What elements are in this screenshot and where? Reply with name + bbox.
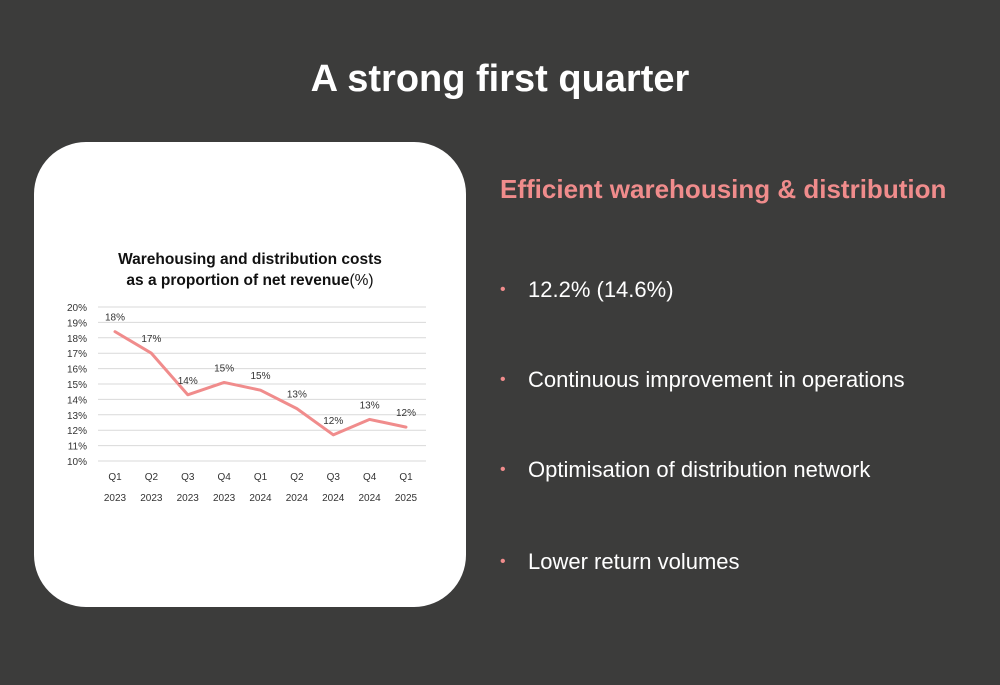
bullet-dot-icon: • — [500, 553, 506, 570]
y-tick-label: 18% — [67, 334, 87, 345]
data-label: 13% — [360, 400, 380, 411]
bullet-dot-icon: • — [500, 281, 506, 298]
chart-title-unit: (%) — [349, 272, 374, 289]
x-tick-quarter: Q4 — [217, 472, 231, 483]
x-tick-year: 2023 — [104, 493, 127, 504]
x-tick-quarter: Q1 — [108, 472, 122, 483]
data-label: 13% — [287, 390, 307, 401]
x-tick-year: 2023 — [213, 493, 236, 504]
data-label: 15% — [250, 371, 270, 382]
x-tick-year: 2024 — [359, 493, 382, 504]
x-tick-year: 2023 — [140, 493, 163, 504]
bullet-dot-icon: • — [500, 371, 506, 388]
data-label: 17% — [141, 334, 161, 345]
chart-title-line1: Warehousing and distribution costs — [118, 251, 382, 268]
y-tick-label: 14% — [67, 395, 87, 406]
data-label: 12% — [323, 416, 343, 427]
series-line — [113, 330, 408, 437]
y-tick-label: 20% — [67, 303, 87, 314]
y-tick-label: 12% — [67, 426, 87, 437]
y-tick-label: 11% — [68, 442, 87, 453]
bullet-dot-icon: • — [500, 461, 506, 478]
y-tick-label: 15% — [67, 380, 87, 391]
y-tick-label: 17% — [67, 349, 87, 360]
section-heading: Efficient warehousing & distribution — [500, 174, 947, 204]
y-tick-label: 19% — [67, 318, 87, 329]
x-tick-quarter: Q4 — [363, 472, 377, 483]
data-label: 14% — [178, 376, 198, 387]
x-tick-year: 2024 — [286, 493, 309, 504]
x-tick-quarter: Q2 — [290, 472, 304, 483]
bullet-text: Lower return volumes — [528, 549, 740, 574]
y-tick-label: 16% — [67, 365, 87, 376]
data-label: 18% — [105, 313, 125, 324]
data-label: 15% — [214, 363, 234, 374]
slide-title: A strong first quarter — [310, 58, 690, 100]
chart-card: Warehousing and distribution costs as a … — [34, 142, 466, 607]
bullet-text: Continuous improvement in operations — [528, 367, 905, 392]
x-tick-year: 2025 — [395, 493, 418, 504]
bullet-text: 12.2% (14.6%) — [528, 277, 674, 302]
x-tick-year: 2023 — [177, 493, 200, 504]
chart-title: Warehousing and distribution costs as a … — [34, 249, 466, 291]
x-tick-quarter: Q3 — [327, 472, 341, 483]
x-tick-year: 2024 — [322, 493, 345, 504]
x-tick-quarter: Q1 — [254, 472, 268, 483]
x-tick-quarter: Q3 — [181, 472, 195, 483]
x-tick-quarter: Q1 — [399, 472, 413, 483]
line-chart: 10% 11% 12% 13% 14% 15% 16% 17% 18% 19% 20% Q1 2023 Q… — [67, 303, 426, 504]
x-tick-year: 2024 — [249, 493, 272, 504]
bullet-text: Optimisation of distribution network — [528, 457, 871, 482]
y-tick-label: 10% — [67, 457, 87, 468]
chart-title-line2: as a proportion of net revenue — [126, 272, 350, 289]
data-label: 12% — [396, 408, 416, 419]
y-tick-label: 13% — [67, 411, 87, 422]
x-tick-quarter: Q2 — [145, 472, 159, 483]
